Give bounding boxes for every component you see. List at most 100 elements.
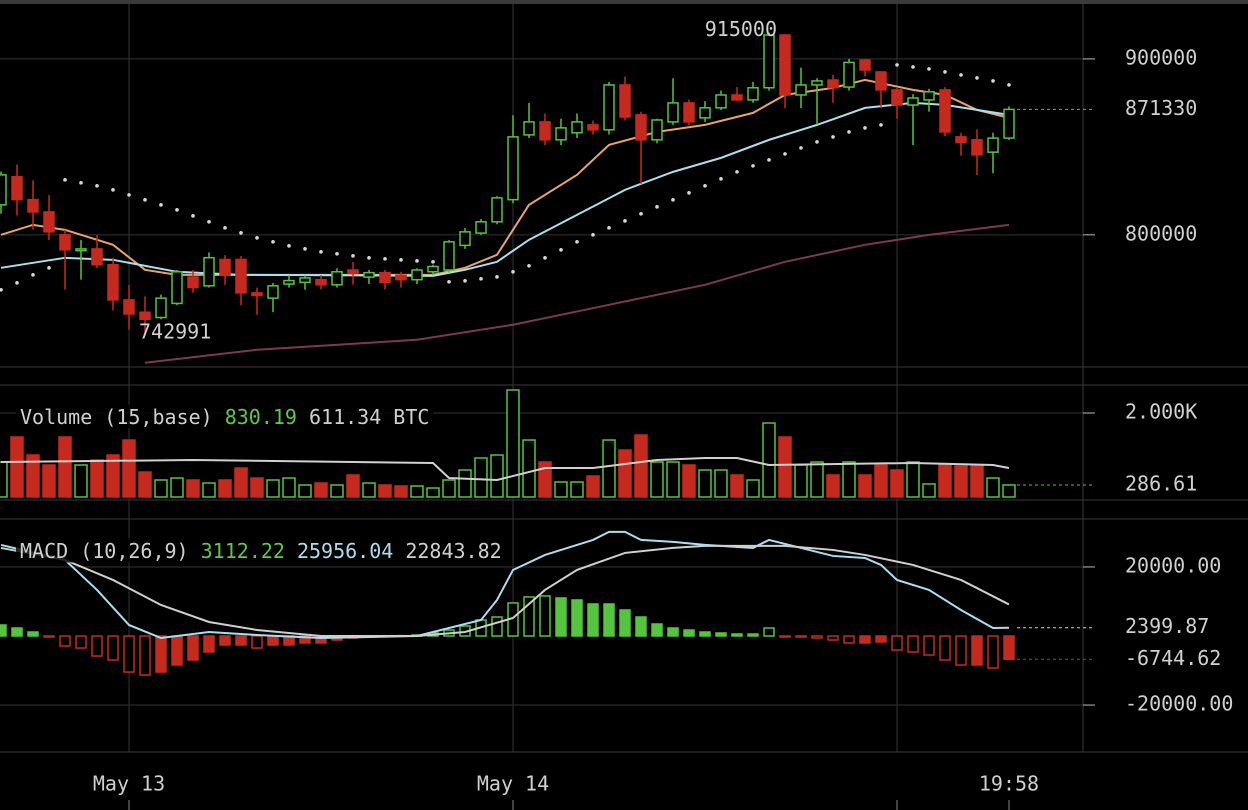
x-tick-label: May 13: [93, 772, 165, 796]
macd-bar: [683, 629, 695, 637]
macd-bar: [603, 603, 615, 637]
indicator-line: [0, 456, 1010, 481]
sar-dot: [399, 258, 403, 262]
volume-bar: [906, 461, 920, 498]
legend-item: 3112.22: [201, 539, 285, 563]
indicator-line: [144, 223, 1010, 364]
volume-bar: [522, 439, 536, 498]
y-tick-label: -20000.00: [1125, 692, 1233, 716]
volume-bar: [394, 485, 408, 498]
macd-bar: [843, 635, 855, 644]
volume-bar: [122, 439, 136, 498]
low-annotation: 742991: [139, 320, 211, 344]
candle-body: [731, 94, 743, 101]
sar-dot: [127, 193, 131, 197]
candle-body: [651, 119, 663, 141]
sar-dot: [959, 73, 963, 77]
macd-bar: [539, 595, 551, 637]
macd-bar: [875, 635, 887, 643]
volume-bar: [218, 479, 232, 498]
sar-dot: [911, 65, 915, 69]
sar-dot: [79, 181, 83, 185]
sar-dot: [287, 244, 291, 248]
volume-bar: [634, 434, 648, 498]
candle-body: [827, 79, 839, 89]
volume-bar: [266, 479, 280, 498]
macd-bar: [955, 635, 967, 666]
sar-dot: [719, 177, 723, 181]
macd-bar: [667, 627, 679, 637]
volume-bar: [442, 479, 456, 498]
legend-background: [16, 538, 506, 563]
volume-bar: [74, 464, 88, 498]
candle-body: [891, 89, 903, 106]
candle-body: [395, 274, 407, 281]
candle-body: [571, 121, 583, 134]
sar-dot: [751, 164, 755, 168]
candle-body: [427, 265, 439, 273]
y-tick-label: 800000: [1125, 221, 1197, 245]
sar-dot: [655, 205, 659, 209]
volume-bar: [554, 481, 568, 498]
candle-body: [747, 87, 759, 101]
candle-body: [715, 94, 727, 109]
volume-bar: [890, 469, 904, 498]
candle-body: [0, 174, 7, 206]
volume-bar: [938, 464, 952, 498]
candle-body: [539, 121, 551, 141]
candle-body: [267, 285, 279, 299]
macd-bar: [235, 635, 247, 646]
indicator-line: [0, 530, 1010, 640]
macd-bar: [827, 635, 839, 641]
sar-dot: [847, 130, 851, 134]
volume-bar: [410, 485, 424, 498]
candle-body: [11, 176, 23, 201]
sar-dot: [623, 219, 627, 223]
macd-bar: [0, 624, 7, 637]
volume-bar: [794, 464, 808, 498]
macd-bar: [139, 635, 151, 676]
indicator-line: [0, 544, 1010, 637]
time-label: 19:58: [979, 772, 1039, 796]
macd-bar: [859, 635, 871, 644]
macd-bar: [59, 635, 71, 647]
sar-dot: [207, 220, 211, 224]
sar-dot: [831, 135, 835, 139]
sar-dot: [927, 67, 931, 71]
sar-dot: [463, 279, 467, 283]
macd-bar: [523, 596, 535, 637]
volume-bar: [826, 474, 840, 498]
candle-body: [315, 278, 327, 286]
candle-body: [27, 198, 39, 213]
volume-bar: [474, 457, 488, 498]
volume-bar: [714, 469, 728, 498]
macd-bar: [43, 635, 55, 638]
volume-bar: [10, 436, 24, 498]
sar-dot: [383, 257, 387, 261]
macd-bar: [251, 635, 263, 649]
candle-body: [443, 241, 455, 271]
legend-background: [16, 404, 434, 429]
volume-bar: [618, 449, 632, 498]
candle-body: [779, 34, 791, 96]
candle-body: [683, 102, 695, 123]
candle-body: [603, 84, 615, 131]
candle-body: [43, 211, 55, 233]
macd-bar: [651, 623, 663, 637]
volume-bar: [378, 484, 392, 498]
volume-bar: [58, 436, 72, 498]
sar-dot: [607, 226, 611, 230]
candle-body: [331, 271, 343, 286]
candle-body: [379, 271, 391, 284]
sar-dot: [143, 198, 147, 202]
volume-bar: [778, 436, 792, 498]
candle-body: [475, 221, 487, 234]
legend: Volume (15,base) 830.19 611.34 BTC: [20, 405, 429, 429]
volume-bar: [490, 454, 504, 498]
candle-body: [843, 61, 855, 88]
volume-bar: [602, 439, 616, 498]
candle-body: [347, 269, 359, 275]
y-tick-label: 2.000K: [1125, 400, 1197, 424]
volume-bar: [154, 479, 168, 498]
